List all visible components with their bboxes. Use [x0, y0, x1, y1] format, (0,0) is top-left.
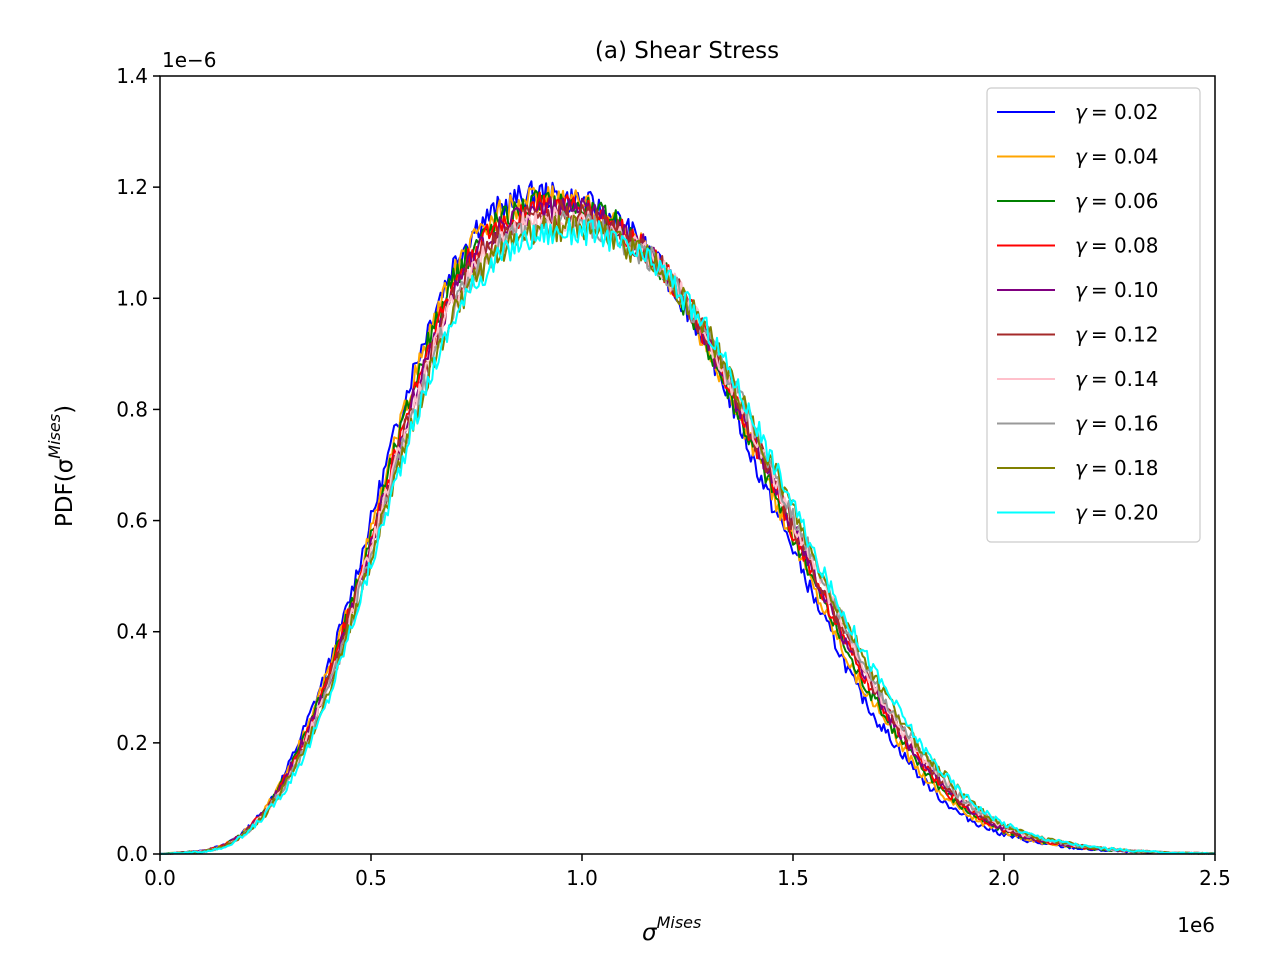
legend-label: γ = 0.04	[1075, 145, 1159, 169]
y-axis-multiplier: 1e−6	[162, 48, 217, 72]
legend-label-gamma: γ	[1075, 278, 1088, 302]
y-tick-label: 0.4	[116, 620, 148, 644]
chart-title: (a) Shear Stress	[595, 38, 779, 64]
y-tick-label: 0.8	[116, 397, 148, 421]
plot-frame	[159, 75, 1216, 855]
x-axis-label-symbol: σ	[642, 920, 658, 946]
legend-label-value: = 0.18	[1091, 456, 1159, 480]
legend-label-value: = 0.12	[1091, 323, 1159, 347]
legend-label: γ = 0.16	[1075, 412, 1159, 436]
x-tick-label: 1.5	[777, 866, 809, 890]
legend-label-gamma: γ	[1075, 234, 1088, 258]
legend-label-gamma: γ	[1075, 323, 1088, 347]
y-tick-label: 0.0	[116, 842, 148, 866]
y-axis-label-superscript: Mises	[45, 414, 64, 459]
legend-label-value: = 0.04	[1091, 145, 1159, 169]
legend-label-gamma: γ	[1075, 189, 1088, 213]
x-axis-ticks: 0.0 0.5 1.0 1.5 2.0 2.5	[144, 854, 1231, 890]
x-tick-label: 0.0	[144, 866, 176, 890]
legend-label: γ = 0.12	[1075, 323, 1159, 347]
x-tick-label: 2.0	[988, 866, 1020, 890]
legend-label-value: = 0.02	[1091, 100, 1159, 124]
legend-label-value: = 0.10	[1091, 278, 1159, 302]
legend-label-gamma: γ	[1075, 412, 1088, 436]
legend-label-gamma: γ	[1075, 456, 1088, 480]
legend-label-value: = 0.16	[1091, 412, 1159, 436]
y-tick-label: 1.2	[116, 175, 148, 199]
legend-label: γ = 0.20	[1075, 501, 1159, 525]
y-axis-label-main: PDF(σ	[52, 459, 78, 527]
x-tick-label: 1.0	[566, 866, 598, 890]
y-axis-label-close: )	[52, 405, 78, 414]
series-lines	[159, 180, 1216, 855]
legend-label: γ = 0.08	[1075, 234, 1159, 258]
x-tick-label: 2.5	[1199, 866, 1231, 890]
y-tick-label: 0.6	[116, 509, 148, 533]
legend-label-gamma: γ	[1075, 145, 1088, 169]
x-tick-label: 0.5	[355, 866, 387, 890]
legend-label-gamma: γ	[1075, 501, 1088, 525]
legend-label: γ = 0.10	[1075, 278, 1159, 302]
legend-label: γ = 0.02	[1075, 100, 1159, 124]
legend-label-value: = 0.20	[1091, 501, 1159, 525]
legend-label-gamma: γ	[1075, 100, 1088, 124]
x-axis-multiplier: 1e6	[1177, 913, 1215, 937]
legend-label-gamma: γ	[1075, 367, 1088, 391]
y-tick-label: 1.4	[116, 64, 148, 88]
legend-label: γ = 0.14	[1075, 367, 1159, 391]
y-axis-ticks: 0.0 0.2 0.4 0.6 0.8 1.0 1.2 1.4	[116, 64, 160, 866]
x-axis-label-superscript: Mises	[657, 913, 702, 932]
legend-label-value: = 0.14	[1091, 367, 1159, 391]
series-line	[159, 217, 1216, 855]
legend: γ = 0.02γ = 0.04γ = 0.06γ = 0.08γ = 0.10γ = 0.…	[986, 87, 1201, 543]
legend-label-value: = 0.06	[1091, 189, 1159, 213]
y-axis-label: PDF(σMises)	[45, 405, 78, 527]
y-tick-label: 1.0	[116, 286, 148, 310]
x-axis-label: σMises	[642, 913, 701, 946]
legend-label-value: = 0.08	[1091, 234, 1159, 258]
legend-label: γ = 0.06	[1075, 189, 1159, 213]
y-tick-label: 0.2	[116, 731, 148, 755]
legend-label: γ = 0.18	[1075, 456, 1159, 480]
